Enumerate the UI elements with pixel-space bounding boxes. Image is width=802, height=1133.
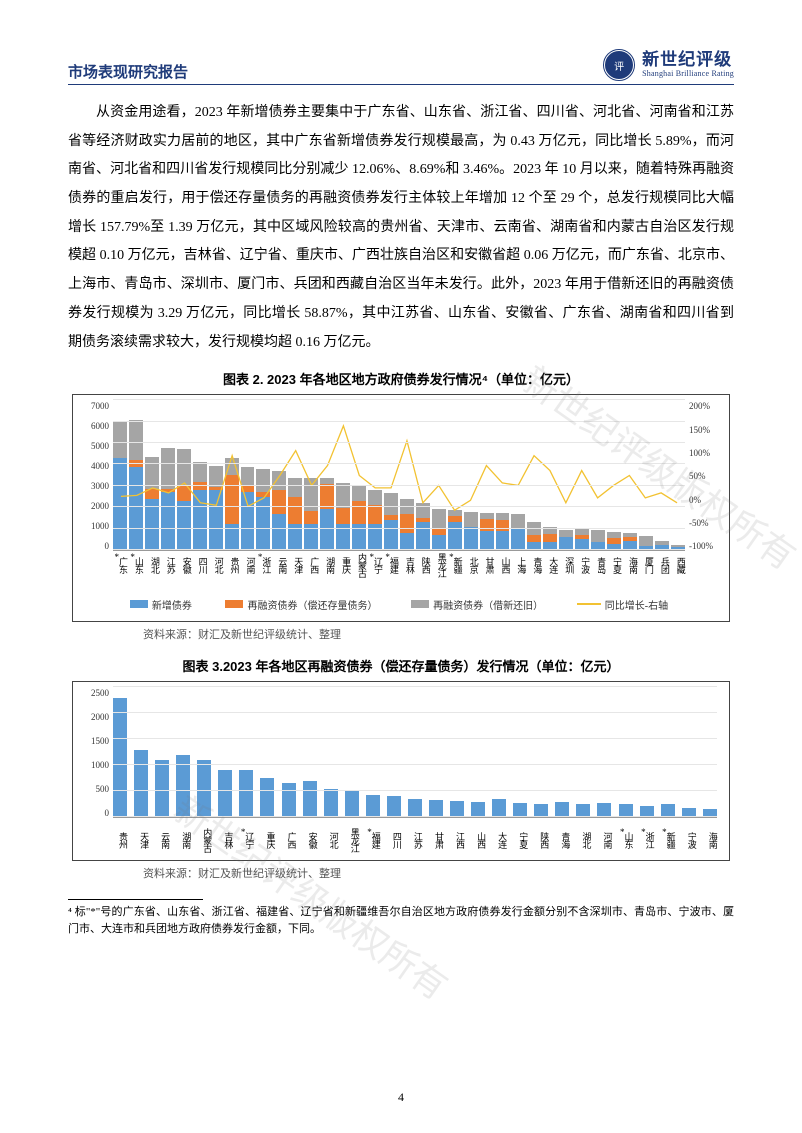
logo-text-en: Shanghai Brilliance Rating: [642, 70, 734, 79]
chart3: 05001000150020002500 贵州天津云南湖南内蒙古吉林辽宁*重庆广…: [72, 681, 730, 861]
footnote-separator: [68, 899, 203, 900]
logo-icon: 评: [602, 48, 636, 82]
chart2-title: 图表 2. 2023 年各地区地方政府债券发行情况⁴（单位：亿元）: [68, 369, 734, 388]
legend-refi-repay: 再融资债券（偿还存量债务）: [225, 597, 377, 612]
chart2: 01000200030004000500060007000 -100%-50%0…: [72, 394, 730, 622]
footnote: ⁴ 标"*"号的广东省、山东省、浙江省、福建省、辽宁省和新疆维吾尔自治区地方政府…: [68, 904, 734, 937]
chart3-y-axis: 05001000150020002500: [81, 688, 109, 818]
legend-new: 新增债券: [130, 597, 192, 612]
chart2-x-labels: 广东*山东*湖北江苏安徽四川河北贵州河南浙江*云南天津广西湖南重庆内蒙古辽宁*福…: [113, 553, 685, 577]
brand-logo: 评 新世纪评级 Shanghai Brilliance Rating: [602, 48, 734, 82]
chart2-y-axis-left: 01000200030004000500060007000: [81, 401, 109, 551]
chart3-title: 图表 3.2023 年各地区再融资债券（偿还存量债务）发行情况（单位：亿元）: [68, 656, 734, 675]
header-title: 市场表现研究报告: [68, 61, 188, 82]
chart2-legend: 新增债券 再融资债券（偿还存量债务） 再融资债券（借新还旧） 同比增长-右轴: [113, 593, 685, 615]
chart3-source: 资料来源：财汇及新世纪评级统计、整理: [143, 865, 734, 881]
page-header: 市场表现研究报告 评 新世纪评级 Shanghai Brilliance Rat…: [68, 48, 734, 85]
body-paragraph: 从资金用途看，2023 年新增债券主要集中于广东省、山东省、浙江省、四川省、河北…: [68, 99, 734, 357]
chart3-x-labels: 贵州天津云南湖南内蒙古吉林辽宁*重庆广西安徽河北黑龙江福建*四川江苏甘肃江西山西…: [113, 828, 717, 852]
page-number: 4: [0, 1090, 802, 1105]
chart2-plot-area: [113, 401, 685, 551]
legend-growth: 同比增长-右轴: [577, 597, 668, 612]
chart2-y-axis-right: -100%-50%0%50%100%150%200%: [689, 401, 721, 551]
chart3-plot-area: [113, 688, 717, 818]
legend-refi-roll: 再融资债券（借新还旧）: [411, 597, 543, 612]
logo-text-cn: 新世纪评级: [642, 51, 734, 70]
chart2-source: 资料来源：财汇及新世纪评级统计、整理: [143, 626, 734, 642]
